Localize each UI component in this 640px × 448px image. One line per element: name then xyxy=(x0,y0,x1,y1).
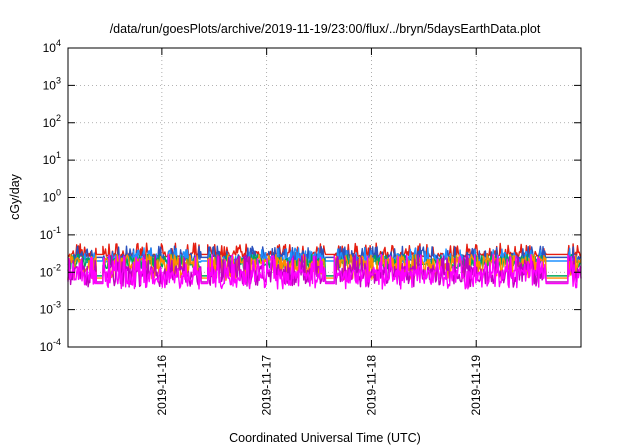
x-axis-label: Coordinated Universal Time (UTC) xyxy=(229,431,421,445)
x-tick-label: 2019-11-19 xyxy=(469,355,483,416)
grid xyxy=(68,48,581,347)
x-tick-label: 2019-11-17 xyxy=(260,355,274,416)
y-tick-label: 100 xyxy=(43,188,61,205)
y-tick-label: 101 xyxy=(43,150,61,167)
y-axis: 10-4 10-3 10-2 10-1 100 101 102 103 104 xyxy=(40,38,581,354)
y-tick-label: 10-1 xyxy=(40,225,61,242)
y-tick-label: 103 xyxy=(43,75,61,92)
y-axis-label: cGy/day xyxy=(8,173,22,220)
y-tick-label: 10-2 xyxy=(40,262,61,279)
y-tick-label: 104 xyxy=(43,38,61,55)
series-line-7 xyxy=(67,253,582,290)
y-tick-label: 102 xyxy=(43,113,61,130)
y-tick-label: 10-4 xyxy=(40,337,61,354)
x-tick-label: 2019-11-16 xyxy=(155,355,169,416)
x-axis: 2019-11-16 2019-11-17 2019-11-18 2019-11-19 xyxy=(155,48,483,416)
x-tick-label: 2019-11-18 xyxy=(364,355,378,416)
series-group xyxy=(67,242,582,290)
y-tick-label: 10-3 xyxy=(40,300,61,317)
chart-title: /data/run/goesPlots/archive/2019-11-19/2… xyxy=(110,22,541,36)
